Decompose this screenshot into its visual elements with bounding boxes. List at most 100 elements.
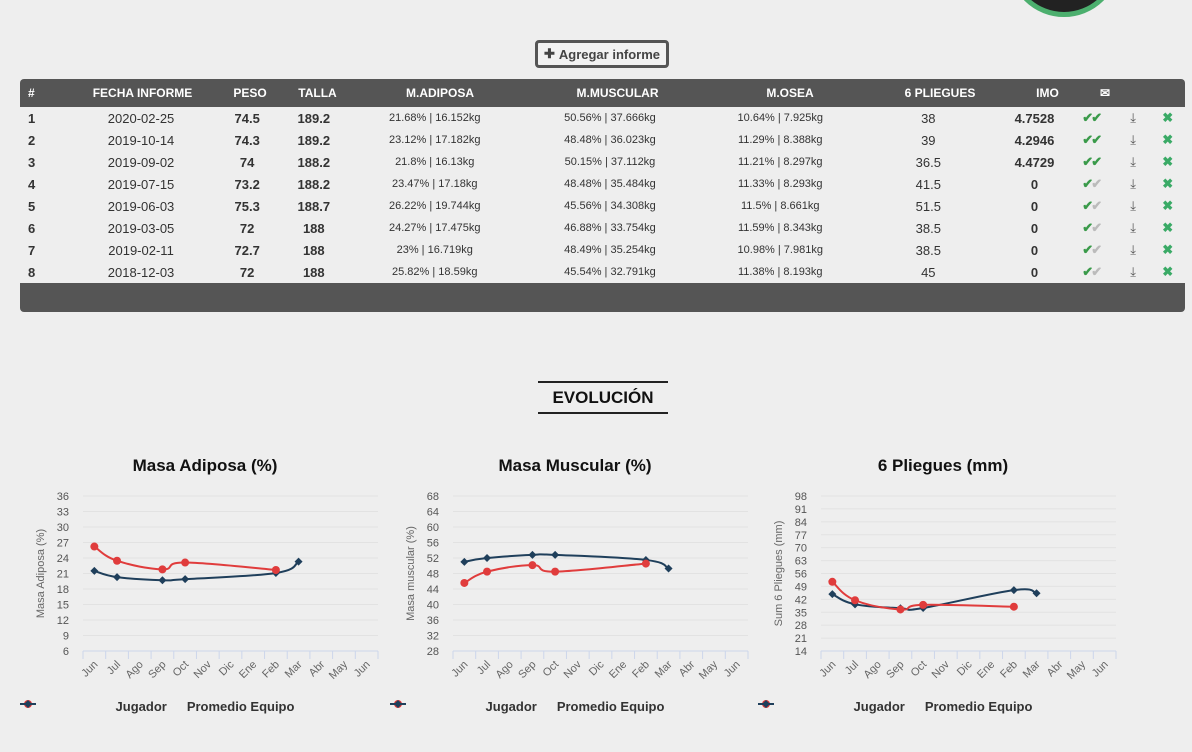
delete-icon[interactable]: ✖: [1162, 176, 1174, 191]
delete-icon[interactable]: ✖: [1162, 132, 1174, 147]
row-muscular: 50.56% | 37.666kg: [564, 112, 656, 124]
delete-icon[interactable]: ✖: [1162, 264, 1174, 279]
x-tick-label: Jun: [449, 659, 470, 680]
row-talla: 188.2: [297, 154, 331, 170]
delete-icon[interactable]: ✖: [1162, 242, 1174, 257]
data-point[interactable]: [641, 559, 650, 568]
x-tick-label: Sep: [516, 659, 538, 681]
row-adiposa: 21.8% | 16.13kg: [395, 156, 475, 168]
download-icon[interactable]: ⤓: [1130, 220, 1137, 235]
row-adiposa: 23% | 16.719kg: [396, 244, 473, 256]
x-tick-label: Ene: [607, 659, 629, 681]
download-icon[interactable]: ⤓: [1130, 176, 1137, 191]
data-point[interactable]: [483, 567, 492, 576]
data-point[interactable]: [528, 561, 537, 570]
data-point[interactable]: [851, 596, 860, 605]
row-fecha: 2019-10-14: [107, 132, 175, 148]
delete-icon[interactable]: ✖: [1162, 220, 1174, 235]
y-tick-label: 40: [427, 600, 439, 612]
add-report-button[interactable]: ✚ Agregar informe: [535, 40, 669, 68]
data-point[interactable]: [460, 557, 469, 566]
status-checks-icon[interactable]: ✔✔: [1082, 132, 1102, 147]
data-point[interactable]: [1032, 589, 1041, 598]
y-tick-label: 33: [57, 507, 69, 519]
data-point[interactable]: [828, 577, 837, 586]
y-tick-label: 64: [427, 507, 439, 519]
download-icon[interactable]: ⤓: [1130, 198, 1137, 213]
x-tick-label: Feb: [260, 659, 282, 681]
legend-item[interactable]: Jugador: [390, 699, 537, 714]
data-point[interactable]: [113, 556, 122, 565]
status-checks-icon[interactable]: ✔✔: [1082, 110, 1102, 125]
status-checks-icon[interactable]: ✔✔: [1082, 176, 1102, 191]
col-adiposa: M.ADIPOSA: [405, 86, 474, 100]
row-adiposa: 25.82% | 18.59kg: [392, 266, 478, 278]
data-point[interactable]: [483, 554, 492, 562]
data-point[interactable]: [181, 558, 190, 567]
data-point[interactable]: [181, 575, 190, 584]
row-muscular: 50.15% | 37.112kg: [564, 156, 656, 168]
legend-item[interactable]: Jugador: [758, 699, 905, 714]
download-icon[interactable]: ⤓: [1130, 242, 1137, 257]
legend-item[interactable]: Promedio Equipo: [390, 699, 664, 714]
x-tick-label: Feb: [630, 659, 652, 681]
data-point[interactable]: [113, 573, 122, 582]
data-point[interactable]: [90, 566, 99, 575]
table-row: 6 2019-03-05 72 188 24.27% | 17.475kg 46.88% …: [20, 217, 1185, 239]
data-point[interactable]: [460, 578, 469, 587]
data-point[interactable]: [896, 605, 905, 614]
delete-icon[interactable]: ✖: [1162, 110, 1174, 125]
y-tick-label: 27: [57, 538, 69, 550]
row-fecha: 2019-07-15: [107, 176, 175, 192]
x-tick-label: Jul: [843, 659, 861, 677]
data-point[interactable]: [551, 567, 560, 576]
x-tick-label: Oct: [541, 659, 562, 680]
x-tick-label: Jun: [1090, 659, 1111, 680]
legend-label: Promedio Equipo: [924, 699, 1033, 714]
delete-icon[interactable]: ✖: [1162, 198, 1174, 213]
download-icon[interactable]: ⤓: [1130, 110, 1137, 125]
row-talla: 189.2: [297, 110, 331, 126]
data-point[interactable]: [1009, 602, 1018, 611]
status-checks-icon[interactable]: ✔✔: [1082, 242, 1102, 257]
status-checks-icon[interactable]: ✔✔: [1082, 264, 1102, 279]
x-tick-label: May: [327, 658, 351, 682]
download-icon[interactable]: ⤓: [1130, 132, 1137, 147]
table-row: 5 2019-06-03 75.3 188.7 26.22% | 19.744kg 45.…: [20, 195, 1185, 217]
delete-icon[interactable]: ✖: [1162, 154, 1174, 169]
y-tick-label: 84: [795, 517, 807, 529]
data-point[interactable]: [158, 576, 167, 585]
data-point[interactable]: [551, 550, 560, 559]
row-adiposa: 21.68% | 16.152kg: [388, 112, 481, 124]
data-point[interactable]: [90, 542, 99, 551]
row-fecha: 2019-09-02: [107, 154, 175, 170]
data-point[interactable]: [528, 550, 537, 559]
data-point[interactable]: [158, 565, 167, 574]
y-tick-label: 28: [427, 646, 439, 658]
legend-item[interactable]: Promedio Equipo: [758, 699, 1033, 714]
data-point[interactable]: [1009, 586, 1018, 595]
status-checks-icon[interactable]: ✔✔: [1082, 220, 1102, 235]
col-imo: IMO: [1036, 86, 1059, 100]
row-talla: 188: [302, 242, 325, 258]
data-point[interactable]: [919, 600, 928, 609]
download-icon[interactable]: ⤓: [1130, 154, 1137, 169]
data-point[interactable]: [294, 557, 303, 566]
x-tick-label: Jun: [722, 659, 743, 680]
legend-item[interactable]: Promedio Equipo: [20, 699, 295, 714]
data-point[interactable]: [828, 590, 837, 599]
row-imo: 4.4729: [1014, 154, 1055, 170]
row-pliegues: 36.5: [915, 154, 941, 170]
chart-svg: 28 32 36 40 44 48 52 56 60 64 68 Jun Jul Ago Sep Oct Nov…: [405, 491, 749, 682]
data-point[interactable]: [664, 564, 673, 573]
status-checks-icon[interactable]: ✔✔: [1082, 154, 1102, 169]
download-icon[interactable]: ⤓: [1130, 264, 1137, 279]
row-fecha: 2020-02-25: [107, 110, 175, 126]
legend-item[interactable]: Jugador: [20, 699, 167, 714]
legend-label: Promedio Equipo: [186, 699, 295, 714]
x-tick-label: Abr: [677, 658, 698, 679]
data-point[interactable]: [271, 565, 280, 574]
status-checks-icon[interactable]: ✔✔: [1082, 198, 1102, 213]
y-axis-label: Masa Adiposa (%): [35, 529, 47, 618]
x-tick-label: Ago: [494, 659, 516, 681]
